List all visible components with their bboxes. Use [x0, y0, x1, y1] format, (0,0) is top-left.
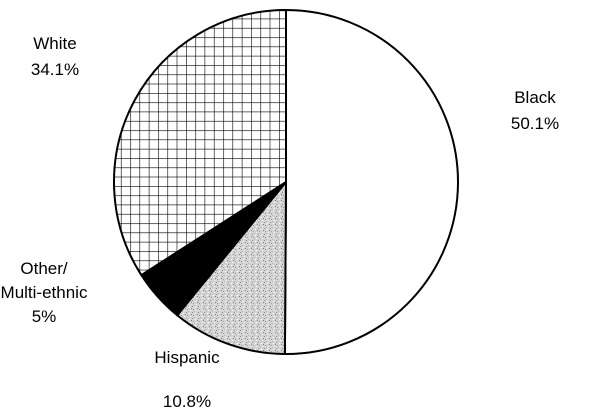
slice-name-label: White	[33, 34, 76, 53]
slice-label-white: White 34.1%	[31, 34, 79, 79]
pie-slice-black	[283, 8, 459, 355]
slice-name-label: Black	[514, 88, 556, 107]
pie-slice-white	[113, 8, 287, 277]
slice-value-label: 34.1%	[31, 60, 79, 79]
slice-label-hispanic: Hispanic 10.8%	[154, 348, 220, 409]
slice-value-label: 10.8%	[163, 392, 211, 409]
pie-labels: Black 50.1% Hispanic 10.8% Other/Multi-ethni…	[1, 34, 560, 409]
slice-value-label: 5%	[32, 307, 57, 326]
slice-label-black: Black 50.1%	[511, 88, 559, 133]
slice-name-label: Multi-ethnic	[1, 283, 88, 302]
pie-slices	[113, 8, 459, 356]
pie-slice-hispanic	[175, 179, 288, 356]
slice-value-label: 50.1%	[511, 114, 559, 133]
slice-label-other-multi-ethnic: Other/Multi-ethnic 5%	[1, 259, 88, 326]
slice-name-label: Hispanic	[154, 348, 220, 367]
slice-name-label: Other/	[20, 259, 68, 278]
